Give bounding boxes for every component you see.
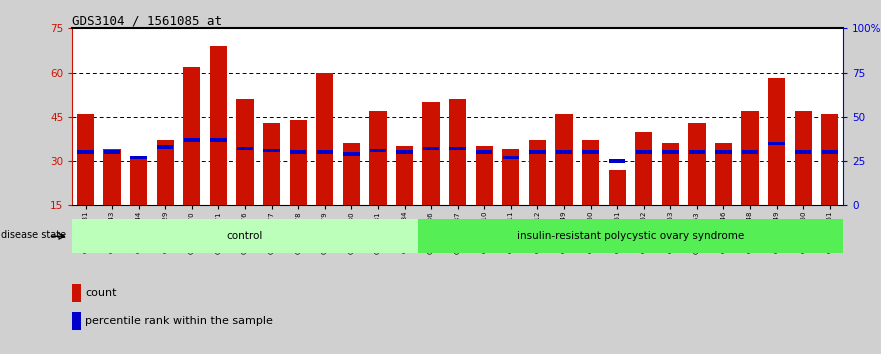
Bar	[529, 141, 546, 205]
Bar	[476, 150, 492, 154]
Bar	[609, 170, 626, 205]
Bar	[503, 156, 519, 159]
Bar	[662, 143, 679, 205]
Bar	[263, 149, 280, 152]
Bar	[582, 141, 599, 205]
Bar	[449, 147, 466, 150]
Bar	[237, 147, 253, 150]
Bar	[768, 79, 785, 205]
Bar	[104, 150, 121, 154]
Bar	[689, 150, 705, 154]
Bar	[822, 150, 838, 154]
Bar	[210, 46, 227, 205]
Bar	[714, 143, 732, 205]
Bar	[609, 159, 626, 163]
Bar	[370, 149, 386, 152]
Bar	[290, 150, 307, 154]
Bar	[236, 99, 254, 205]
Bar	[635, 150, 652, 154]
Text: percentile rank within the sample: percentile rank within the sample	[85, 316, 273, 326]
Bar	[396, 150, 412, 154]
Bar	[476, 146, 492, 205]
Bar	[211, 138, 226, 142]
Bar	[423, 102, 440, 205]
Bar	[635, 132, 653, 205]
Bar	[449, 99, 466, 205]
Bar	[157, 145, 174, 149]
Bar	[343, 143, 360, 205]
Bar	[555, 114, 573, 205]
Bar	[157, 141, 174, 205]
Bar	[423, 147, 440, 150]
Bar	[103, 149, 121, 205]
Bar	[130, 156, 147, 159]
Bar	[688, 123, 706, 205]
Bar	[663, 150, 678, 154]
Bar	[316, 150, 333, 154]
Bar	[183, 67, 201, 205]
Bar	[72, 284, 81, 302]
Bar	[529, 150, 545, 154]
Bar	[502, 149, 520, 205]
Bar	[316, 73, 333, 205]
Bar	[795, 150, 811, 154]
Bar	[742, 150, 759, 154]
Bar	[715, 150, 732, 154]
Bar	[343, 152, 359, 156]
Text: control: control	[226, 231, 263, 241]
Bar	[821, 114, 839, 205]
Bar	[78, 150, 93, 154]
Bar	[72, 312, 81, 330]
Bar	[768, 142, 785, 145]
Text: insulin-resistant polycystic ovary syndrome: insulin-resistant polycystic ovary syndr…	[517, 231, 744, 241]
Text: count: count	[85, 288, 116, 298]
Bar	[396, 146, 413, 205]
Bar	[77, 114, 94, 205]
Bar	[582, 150, 599, 154]
Text: disease state: disease state	[1, 230, 66, 240]
Text: GDS3104 / 1561085_at: GDS3104 / 1561085_at	[72, 14, 222, 27]
Bar	[183, 138, 200, 142]
Bar	[742, 111, 759, 205]
Bar	[263, 123, 280, 205]
Bar	[290, 120, 307, 205]
Bar	[795, 111, 812, 205]
Bar	[369, 111, 387, 205]
Bar	[556, 150, 573, 154]
Bar	[130, 158, 147, 205]
